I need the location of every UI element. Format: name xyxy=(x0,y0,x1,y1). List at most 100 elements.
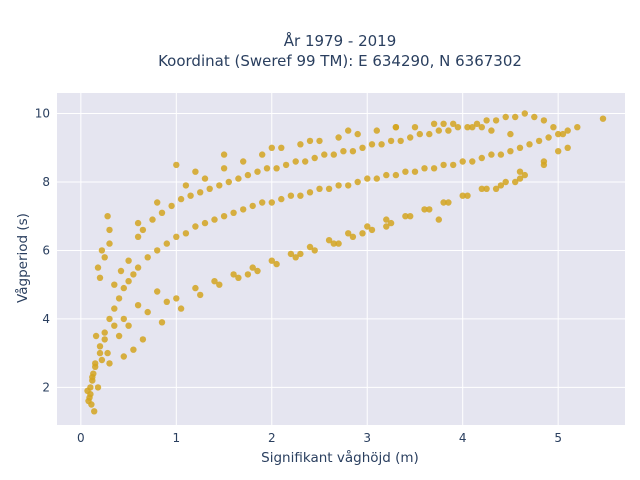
data-point xyxy=(111,322,118,329)
data-point xyxy=(407,134,414,141)
data-point xyxy=(125,322,132,329)
y-axis-title: Vågperiod (s) xyxy=(14,213,31,303)
data-point xyxy=(230,209,237,216)
data-point xyxy=(89,373,96,381)
data-point xyxy=(383,223,390,230)
data-point xyxy=(478,185,485,192)
data-point xyxy=(507,130,514,138)
data-point xyxy=(92,360,99,367)
data-point xyxy=(154,247,161,254)
data-point xyxy=(540,117,548,124)
data-point xyxy=(311,154,318,162)
data-point xyxy=(430,120,438,128)
data-point xyxy=(421,206,428,213)
data-point xyxy=(387,137,395,145)
data-point xyxy=(297,250,304,258)
data-point xyxy=(111,305,118,312)
data-point xyxy=(440,120,447,128)
data-point xyxy=(488,151,495,158)
data-point xyxy=(445,199,452,206)
data-point xyxy=(249,264,256,271)
data-point xyxy=(440,199,447,206)
data-point xyxy=(454,124,462,131)
data-point xyxy=(94,384,102,391)
y-tick-label: 4 xyxy=(42,312,50,326)
x-tick-label: 3 xyxy=(363,431,371,445)
data-point xyxy=(521,171,528,179)
data-point xyxy=(92,332,100,340)
data-point xyxy=(84,387,91,394)
data-point xyxy=(297,192,304,199)
data-point xyxy=(201,219,209,227)
data-point xyxy=(464,192,471,199)
data-point xyxy=(211,278,218,285)
data-point xyxy=(306,189,314,196)
data-points xyxy=(84,110,607,415)
data-point xyxy=(104,349,111,357)
data-point xyxy=(421,165,428,172)
data-point xyxy=(311,247,318,254)
data-point xyxy=(120,353,128,360)
y-tick-label: 10 xyxy=(35,107,50,121)
data-point xyxy=(492,185,500,192)
data-point xyxy=(278,195,285,203)
data-point xyxy=(497,151,505,158)
data-point xyxy=(440,161,447,169)
data-point xyxy=(240,158,247,165)
data-point xyxy=(115,295,123,302)
data-point xyxy=(574,124,581,131)
data-point xyxy=(483,117,490,124)
data-point xyxy=(402,168,409,175)
data-point xyxy=(91,408,98,415)
data-point xyxy=(216,182,223,189)
data-point xyxy=(154,288,161,295)
data-point xyxy=(407,213,414,220)
data-point xyxy=(220,151,228,158)
data-point xyxy=(182,230,190,237)
data-point xyxy=(368,141,376,148)
data-point xyxy=(154,199,161,206)
data-point xyxy=(445,127,452,134)
data-point xyxy=(302,158,309,165)
data-point xyxy=(430,165,438,172)
data-point xyxy=(235,274,242,281)
data-point xyxy=(268,199,275,206)
data-point xyxy=(192,284,199,292)
data-point xyxy=(469,124,476,131)
data-point xyxy=(211,216,218,223)
data-point xyxy=(297,141,304,148)
data-point xyxy=(225,178,232,186)
data-point xyxy=(349,148,357,155)
data-point xyxy=(134,264,142,271)
data-point xyxy=(134,233,142,240)
data-point xyxy=(599,115,607,122)
data-point xyxy=(168,202,175,210)
data-point xyxy=(330,240,337,247)
data-point xyxy=(177,195,185,203)
data-point xyxy=(426,130,433,138)
data-point xyxy=(535,137,543,145)
x-tick-label: 4 xyxy=(459,431,467,445)
data-point xyxy=(392,171,400,179)
data-point xyxy=(345,182,352,189)
data-point xyxy=(507,148,514,155)
data-point xyxy=(397,137,404,145)
data-point xyxy=(483,185,490,192)
data-point xyxy=(85,397,92,405)
data-point xyxy=(111,281,118,288)
data-point xyxy=(273,165,280,172)
data-point xyxy=(259,199,266,206)
y-tick-label: 2 xyxy=(42,380,50,394)
data-point xyxy=(426,206,433,213)
data-point xyxy=(120,315,128,323)
data-point xyxy=(130,346,137,353)
data-point xyxy=(254,267,261,275)
data-point xyxy=(101,336,108,343)
data-point xyxy=(502,178,509,186)
data-point xyxy=(383,171,390,179)
data-point xyxy=(502,113,509,121)
data-point xyxy=(359,144,366,151)
data-point xyxy=(268,257,275,264)
data-point xyxy=(459,192,466,199)
data-point xyxy=(106,360,113,367)
